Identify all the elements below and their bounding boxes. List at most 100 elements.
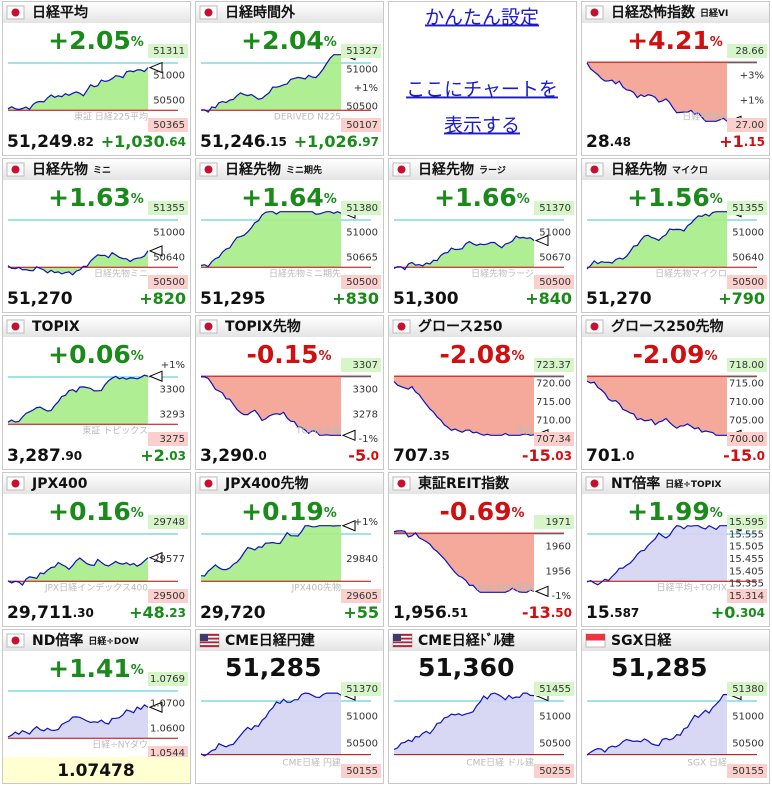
- change: -15.03: [522, 446, 572, 465]
- axis-label: 723.37: [536, 360, 571, 371]
- title-text: 東証REIT指数: [418, 475, 510, 492]
- last-marker: [148, 245, 163, 257]
- axis-label: 50640: [732, 252, 764, 263]
- watermark: 東証 REIT指数: [475, 582, 534, 594]
- tile-header: [196, 473, 383, 494]
- watermark: 東証 日経225平均: [74, 111, 148, 123]
- axis-label: 720.00: [536, 379, 571, 390]
- tile-header: [582, 159, 769, 180]
- flag-stripe: [393, 645, 412, 647]
- chart-area: [8, 557, 148, 586]
- price-int: 28: [586, 132, 610, 152]
- axis-label: 51000: [346, 711, 378, 722]
- change: +1.15: [719, 132, 765, 151]
- axis-label-box: [341, 589, 381, 603]
- axis-label: 29500: [153, 591, 185, 602]
- axis-label-box: [534, 515, 574, 529]
- chart-line: [7, 704, 149, 738]
- chart-line: [7, 374, 149, 423]
- tile-frame: [581, 629, 770, 784]
- last-marker: [534, 234, 549, 247]
- axis-label: 3300: [353, 385, 378, 396]
- percent-value: -2.09: [632, 340, 704, 369]
- axis-label: 705.00: [729, 416, 764, 427]
- tile-header: [196, 159, 383, 180]
- percent-unit: %: [131, 506, 144, 521]
- chart-line: [200, 211, 342, 268]
- change-dec: .304: [735, 606, 765, 620]
- axis-label-box: [727, 118, 767, 132]
- flag-stripe: [393, 634, 412, 636]
- chart-area: [587, 376, 727, 436]
- tile: NT倍率 日経÷TOPIX +1.99% 日経平均÷TOPIX 15.59515.555…: [581, 472, 770, 627]
- axis-label: 3278: [353, 409, 378, 420]
- chart-line: [586, 211, 727, 270]
- watermark: 東証: [516, 425, 534, 437]
- price: 15.587: [586, 603, 639, 623]
- price: 51,285: [611, 653, 707, 682]
- tile-header: [3, 630, 190, 651]
- axis-label: 50155: [346, 766, 378, 777]
- change: +0.304: [711, 603, 765, 622]
- axis-label: 1.0700: [150, 699, 185, 710]
- price-int: 15: [586, 603, 610, 623]
- percent-value: +1.56: [627, 183, 710, 212]
- price: 701.0: [586, 446, 634, 466]
- axis-label: 1971: [546, 517, 571, 528]
- price-dec: .0: [622, 449, 635, 463]
- axis-label-box: [727, 201, 767, 215]
- flag-sun: [11, 322, 20, 331]
- title-text: 日経先物: [418, 161, 474, 178]
- percent-unit: %: [324, 506, 337, 521]
- percent-value: +2.05: [48, 26, 131, 55]
- change-int: -15: [723, 446, 752, 465]
- price: 51,270: [586, 289, 652, 309]
- title-sub: ミニ: [93, 165, 111, 176]
- axis-label: 15.455: [729, 554, 764, 565]
- flag-stripe: [200, 634, 219, 636]
- axis-label: 715.00: [536, 397, 571, 408]
- percent-value: +0.16: [48, 497, 131, 526]
- tile-title: グロース250先物: [611, 318, 724, 335]
- axis-label: 710.00: [729, 397, 764, 408]
- axis-label: 50500: [153, 277, 185, 288]
- axis-label-box: [727, 589, 767, 603]
- title-text: TOPIX先物: [225, 318, 301, 335]
- tile-frame: [388, 1, 577, 156]
- tile: 日経恐怖指数 日経VI +4.21% 日経平均VI 28.66 +3% +1% 27.00 28…: [581, 1, 770, 156]
- axis-label: 3307: [353, 360, 378, 371]
- axis-label: 50500: [346, 739, 378, 750]
- chart-line: [393, 381, 535, 436]
- change-int: +2: [140, 446, 165, 465]
- change: +2.03: [140, 446, 186, 465]
- setup-link[interactable]: ここにチャートを: [406, 79, 558, 101]
- change: +840: [525, 289, 572, 308]
- axis-label: +3%: [740, 71, 764, 82]
- percent-unit: %: [710, 35, 723, 50]
- price: 51,249.82: [7, 132, 94, 152]
- axis-label: 51455: [539, 684, 571, 695]
- chart-line: [586, 62, 728, 122]
- change-percent: +1.66%: [434, 183, 530, 212]
- tile-title: CME日経ﾄﾞﾙ建: [418, 632, 516, 649]
- flag-top: [586, 634, 605, 641]
- change: +55: [343, 603, 379, 622]
- axis-label: 51355: [732, 203, 764, 214]
- tile-title: 日経先物 マイクロ: [611, 161, 708, 178]
- percent-unit: %: [319, 349, 332, 364]
- axis-label-box: [341, 764, 381, 778]
- price-int: 51,249: [7, 132, 73, 152]
- tile-title: SGX日経: [611, 632, 672, 649]
- setup-link[interactable]: かんたん設定: [425, 7, 539, 29]
- chart-area: [394, 530, 534, 593]
- axis-label-box: [148, 672, 188, 686]
- setup-link[interactable]: 表示する: [444, 115, 520, 137]
- axis-label-box: [727, 515, 767, 529]
- change-int: +820: [139, 289, 186, 308]
- watermark: JPX400先物: [291, 582, 341, 594]
- title-text: 日経時間外: [225, 4, 296, 21]
- percent-unit: %: [705, 349, 718, 364]
- tile-header: [582, 473, 769, 494]
- title-text: JPX400: [31, 476, 88, 492]
